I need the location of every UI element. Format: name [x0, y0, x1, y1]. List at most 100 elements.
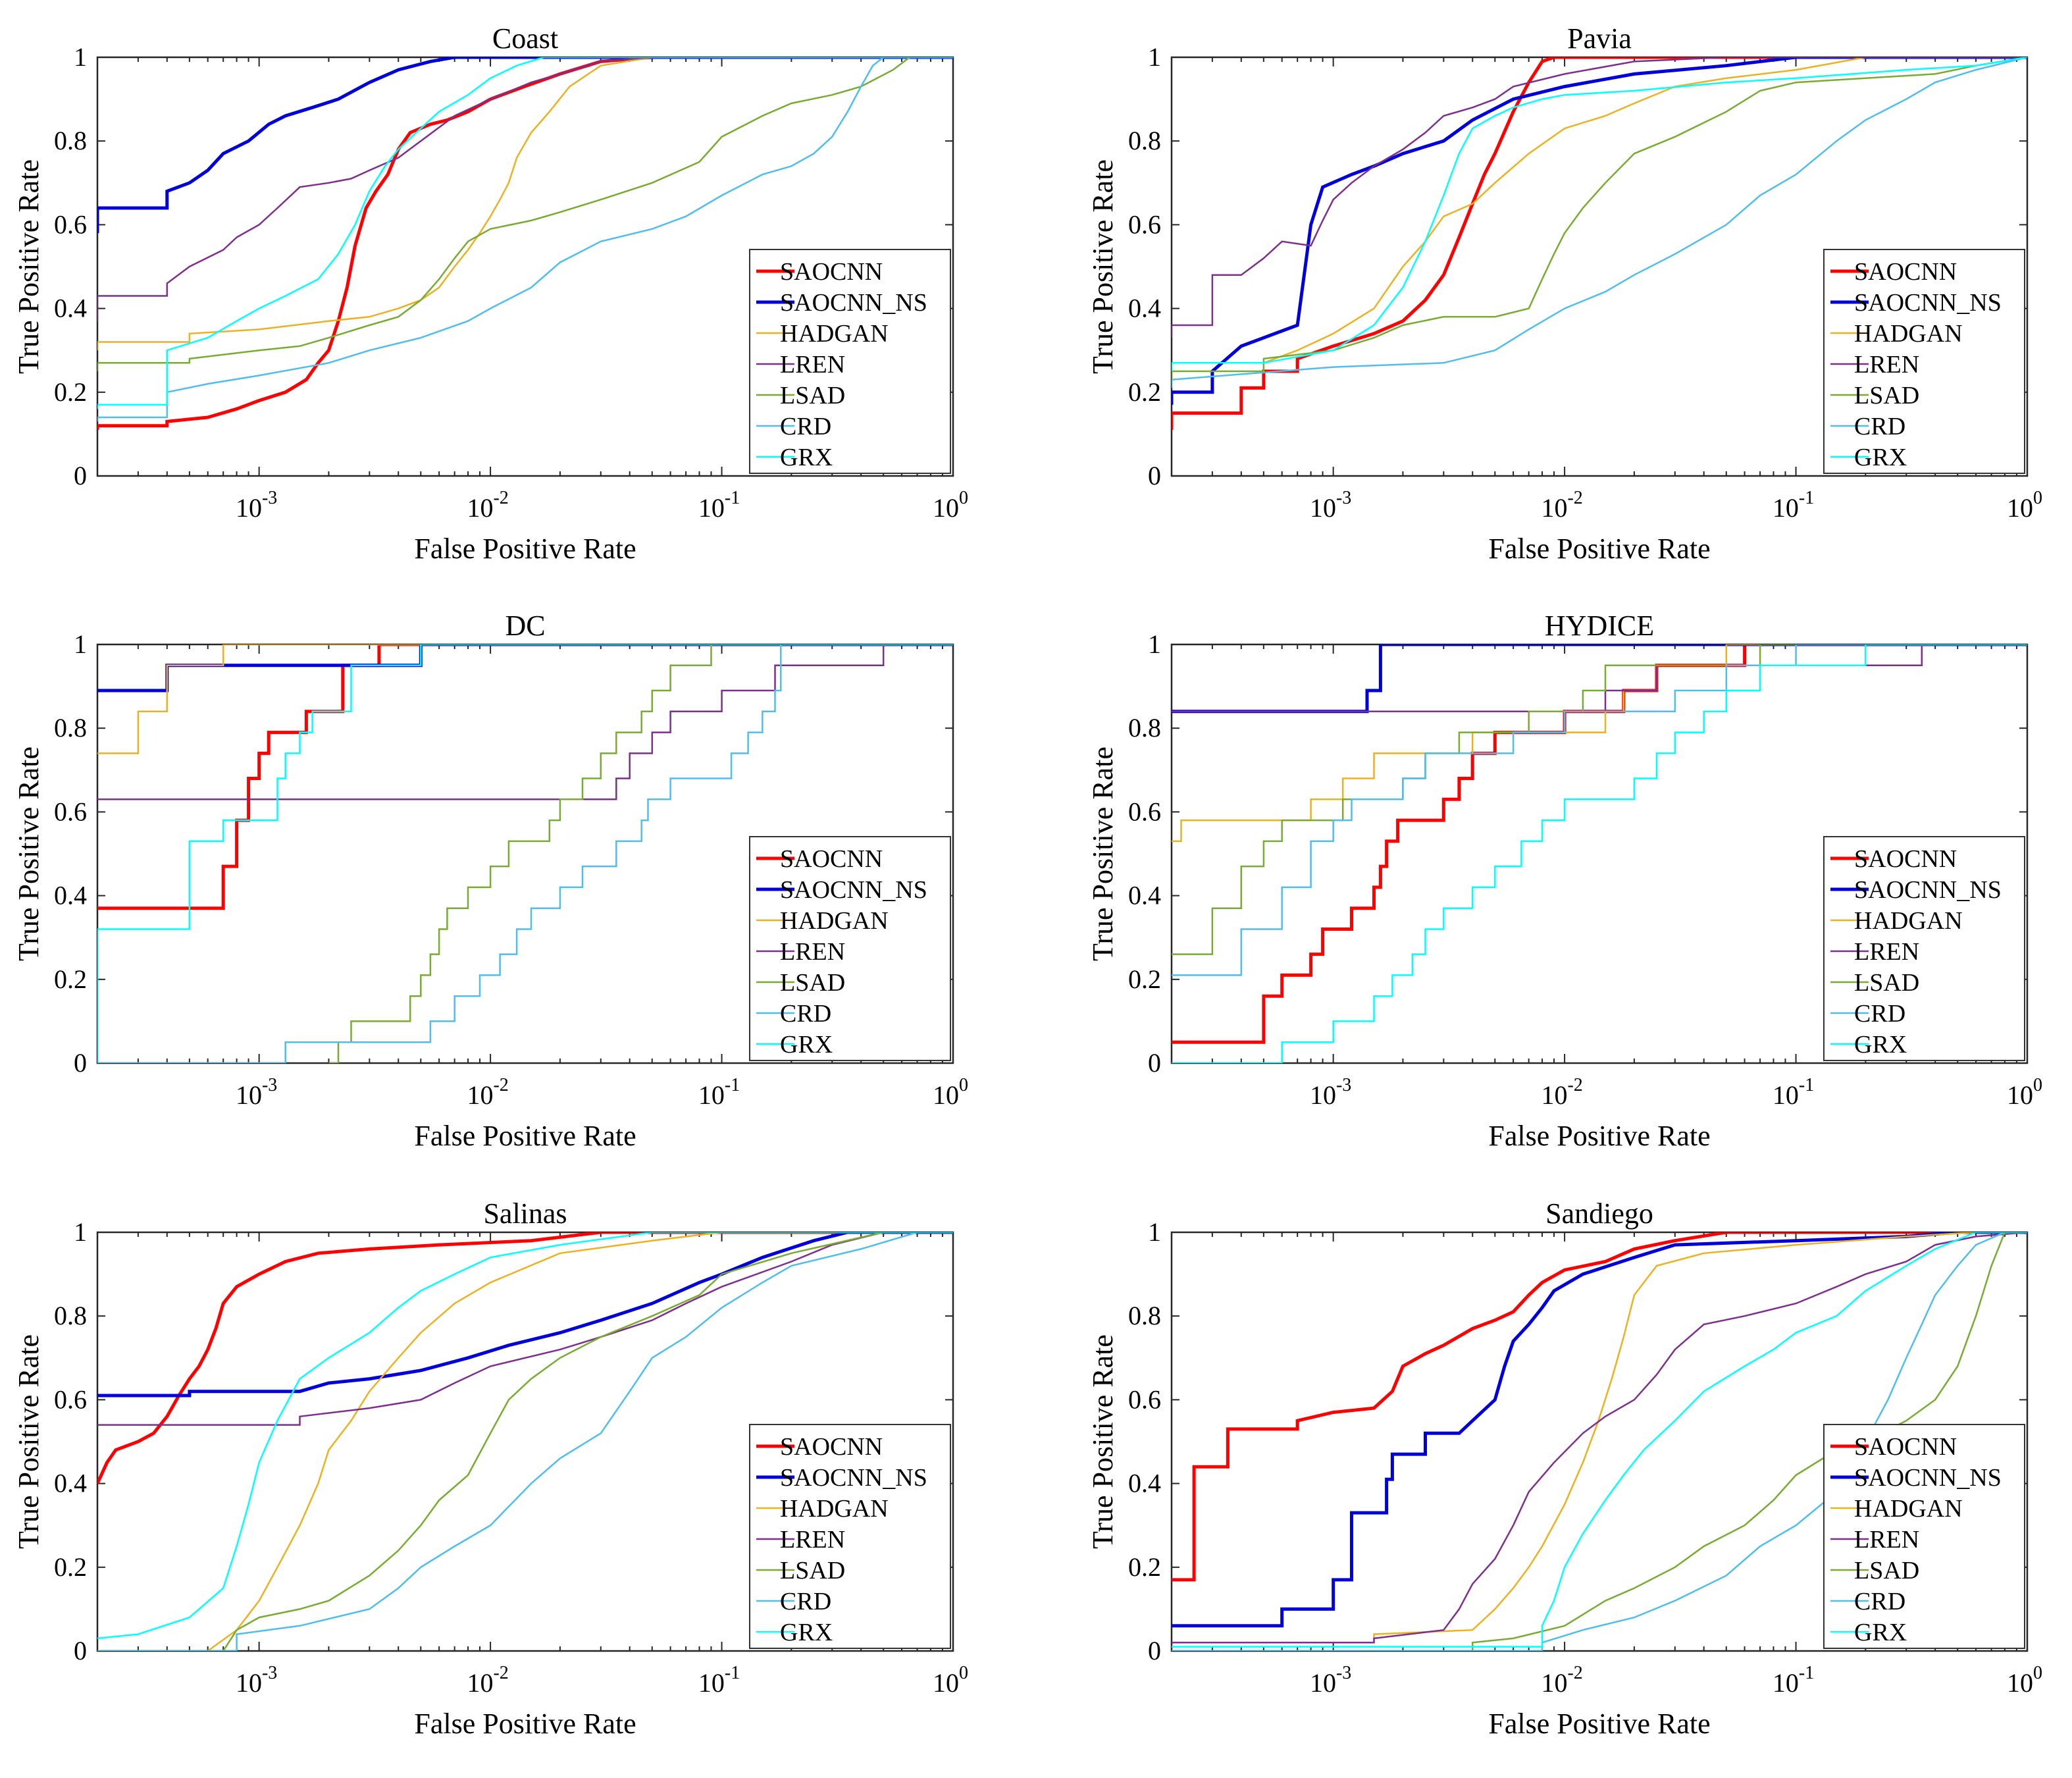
legend-entry: SAOCNN: [1854, 1433, 1957, 1461]
legend-entry: LSAD: [1854, 969, 1919, 997]
y-tick-label: 0.4: [1128, 881, 1161, 910]
legend-entry: SAOCNN_NS: [1854, 1464, 2002, 1492]
x-tick-label: 10-2: [1541, 488, 1582, 523]
x-axis-label: False Positive Rate: [1488, 1708, 1710, 1740]
y-tick-label: 0: [1148, 1636, 1161, 1665]
y-tick-label: 0.2: [54, 377, 87, 407]
y-tick-label: 0.2: [54, 1552, 87, 1582]
x-tick-label: 10-2: [467, 1663, 508, 1698]
chart-title: Coast: [492, 22, 558, 55]
series-line-grx: [97, 57, 953, 409]
legend-entry: LSAD: [780, 1557, 845, 1584]
series-line-hadgan: [97, 644, 953, 754]
series-line-saocnn: [1172, 1232, 2027, 1582]
y-tick-label: 0.4: [1128, 294, 1161, 323]
y-tick-label: 0.6: [54, 1384, 87, 1414]
x-axis-label: False Positive Rate: [414, 533, 636, 565]
x-axis-label: False Positive Rate: [1488, 1120, 1710, 1152]
series-line-saocnn: [97, 1232, 953, 1484]
series-line-lsad: [1172, 1232, 2027, 1651]
legend-entry: GRX: [1854, 444, 1907, 471]
series-line-crd: [97, 57, 953, 422]
legend: SAOCNN SAOCNN_NS HADGAN LREN LSAD CRD GRX: [749, 1424, 951, 1649]
x-tick-label: 100: [933, 1075, 968, 1110]
legend-entry: GRX: [1854, 1031, 1907, 1059]
series-line-lsad: [97, 57, 953, 371]
roc-panel-sandiego: 0 0.2 0.4 0.6 0.8 1 10-3 10-2 10-1 100 Sandiego Fal…: [1087, 1197, 2042, 1740]
y-tick-label: 0.6: [1128, 1384, 1161, 1414]
y-tick-label: 0.8: [1128, 713, 1161, 743]
y-tick-label: 0.4: [54, 294, 87, 323]
y-tick-label: 1: [74, 1217, 87, 1247]
legend-entry: LSAD: [780, 382, 845, 409]
y-tick-label: 1: [1148, 42, 1161, 72]
y-tick-label: 0.8: [1128, 1301, 1161, 1330]
x-tick-label: 10-1: [1773, 488, 1814, 523]
y-tick-label: 0.2: [1128, 1552, 1161, 1582]
y-tick-label: 0.2: [54, 964, 87, 994]
x-tick-label: 100: [2007, 1663, 2042, 1698]
x-tick-label: 10-2: [467, 488, 508, 523]
y-axis-label: True Positive Rate: [1087, 159, 1119, 374]
legend-entry: CRD: [780, 1000, 831, 1028]
x-tick-label: 10-1: [1773, 1075, 1814, 1110]
series-line-lren: [97, 57, 953, 321]
y-tick-label: 0.8: [54, 1301, 87, 1330]
series-line-lren: [97, 1232, 953, 1426]
x-tick-label: 10-1: [698, 1663, 740, 1698]
series-line-crd: [1172, 644, 2027, 976]
x-tick-label: 10-2: [1541, 1075, 1582, 1110]
chart-title: Sandiego: [1545, 1197, 1653, 1230]
y-tick-label: 1: [74, 42, 87, 72]
y-axis-label: True Positive Rate: [1087, 1334, 1119, 1549]
y-tick-label: 0: [1148, 461, 1161, 490]
legend: SAOCNN SAOCNN_NS HADGAN LREN LSAD CRD GRX: [749, 249, 951, 474]
series-line-crd: [97, 1232, 953, 1651]
y-tick-label: 0.2: [1128, 964, 1161, 994]
roc-panel-pavia: 0 0.2 0.4 0.6 0.8 1 10-3 10-2 10-1 100 Pavia False …: [1087, 22, 2042, 565]
x-axis-label: False Positive Rate: [414, 1708, 636, 1740]
y-tick-label: 0.8: [54, 713, 87, 743]
x-tick-label: 10-1: [698, 488, 740, 523]
y-tick-label: 0: [74, 1048, 87, 1078]
series-line-saocnn-ns: [97, 1232, 953, 1398]
x-tick-label: 10-3: [1310, 1075, 1351, 1110]
series-line-lsad: [97, 1232, 953, 1651]
legend: SAOCNN SAOCNN_NS HADGAN LREN LSAD CRD GRX: [1823, 836, 2025, 1061]
series-line-grx: [1172, 1232, 2027, 1648]
legend-entry: LREN: [780, 938, 845, 966]
x-tick-label: 10-3: [1310, 1663, 1351, 1698]
legend-entry: HADGAN: [780, 320, 889, 348]
y-axis-label: True Positive Rate: [13, 746, 45, 961]
x-tick-label: 10-3: [1310, 488, 1351, 523]
y-tick-label: 0: [74, 461, 87, 490]
y-tick-label: 0.4: [54, 1469, 87, 1498]
legend-box: [1823, 836, 2025, 1061]
legend-entry: HADGAN: [780, 1495, 889, 1523]
series-line-saocnn-ns: [1172, 1232, 2027, 1628]
legend-entry: HADGAN: [1854, 907, 1963, 935]
legend-entry: GRX: [780, 1619, 833, 1646]
legend: SAOCNN SAOCNN_NS HADGAN LREN LSAD CRD GRX: [1823, 1424, 2025, 1649]
legend-entry: CRD: [1854, 1588, 1905, 1615]
legend-entry: SAOCNN_NS: [1854, 289, 2002, 317]
legend-entry: HADGAN: [1854, 320, 1963, 348]
y-tick-label: 0.6: [1128, 797, 1161, 826]
legend-entry: SAOCNN_NS: [780, 1464, 927, 1492]
series-line-hadgan: [97, 1232, 953, 1651]
legend-entry: SAOCNN: [1854, 258, 1957, 286]
legend-entry: CRD: [1854, 413, 1905, 440]
x-tick-label: 10-2: [1541, 1663, 1582, 1698]
series-line-grx: [1172, 644, 2027, 1063]
legend-entry: LSAD: [780, 969, 845, 997]
x-tick-label: 10-3: [236, 488, 277, 523]
legend-box: [1823, 249, 2025, 474]
x-axis-label: False Positive Rate: [1488, 533, 1710, 565]
legend-box: [749, 249, 951, 474]
series-line-lsad: [328, 644, 953, 1063]
y-tick-label: 0.2: [1128, 377, 1161, 407]
y-tick-label: 0.8: [1128, 126, 1161, 155]
legend-entry: LREN: [780, 1526, 845, 1554]
legend-box: [1823, 1424, 2025, 1649]
legend-entry: CRD: [780, 1588, 831, 1615]
